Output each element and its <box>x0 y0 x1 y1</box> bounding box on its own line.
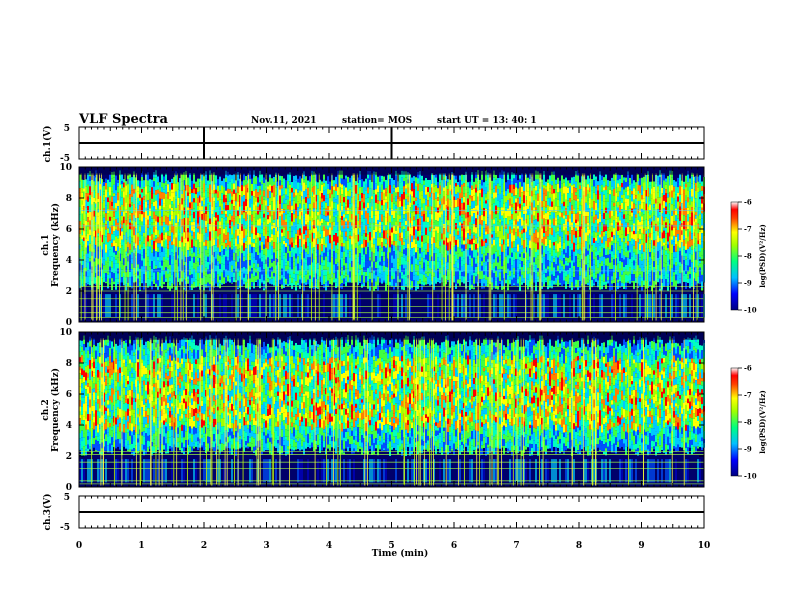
ch1-ytick-5: 10 <box>59 163 72 173</box>
ch1-ytick-3: 6 <box>66 225 72 235</box>
x-tick-label-7: 7 <box>513 541 519 551</box>
x-tick-label-10: 10 <box>698 541 711 551</box>
ch3-waveform-ylabel: ch.3(V) <box>42 494 53 531</box>
x-axis-label: Time (min) <box>372 548 429 559</box>
x-tick-label-0: 0 <box>76 541 82 551</box>
ch2-ytick-4: 8 <box>66 359 72 369</box>
x-tick-label-5: 5 <box>388 541 394 551</box>
ch2-spectrogram-panel: 0 2 4 6 8 10 ch.2 Frequency (kHz) <box>41 328 705 493</box>
ch1-waveform-ylabel: ch.1(V) <box>42 126 53 163</box>
ch1-waveform-panel: 5 -5 ch.1(V) <box>42 124 705 164</box>
ch1-ytick-bottom: -5 <box>60 154 70 164</box>
x-tick-label-4: 4 <box>326 541 332 551</box>
x-tick-label-3: 3 <box>263 541 269 551</box>
date-label: Nov.11, 2021 <box>251 116 317 126</box>
ch1-ytick-1: 2 <box>66 287 72 297</box>
ch1-cbtick-label-1: -7 <box>744 225 752 234</box>
ch1-cbtick-label-2: -8 <box>744 252 752 261</box>
station-label: station= MOS <box>342 116 412 126</box>
ch2-cbtick-label-0: -6 <box>744 364 752 373</box>
ch2-spectrogram-ylabel: ch.2 <box>41 399 51 420</box>
ch1-ytick-4: 8 <box>66 194 72 204</box>
ch1-cbtick-label-0: -6 <box>744 198 752 207</box>
ch2-ytick-0: 0 <box>66 483 72 493</box>
ch1-frequency-ylabel: Frequency (kHz) <box>50 203 61 287</box>
x-tick-label-6: 6 <box>451 541 457 551</box>
ch1-colorbar: -6 -7 -8 -9 -10 log(PSD)(V²/Hz) <box>730 198 767 315</box>
ch2-colorbar: -6 -7 -8 -9 -10 log(PSD)(V²/Hz) <box>730 364 767 481</box>
ch2-ytick-3: 6 <box>66 390 72 400</box>
ch2-cbtick-label-1: -7 <box>744 391 752 400</box>
ch1-ytick-2: 4 <box>66 256 72 266</box>
ch2-ytick-2: 4 <box>66 421 72 431</box>
ch3-waveform-panel: 5 -5 ch.3(V) <box>42 493 705 533</box>
ch2-cbtick-label-4: -10 <box>744 472 757 481</box>
figure-title: VLF Spectra <box>78 112 169 127</box>
ch1-cbtick-label-4: -10 <box>744 306 757 315</box>
ch2-colorbar-label: log(PSD)(V²/Hz) <box>758 390 767 454</box>
x-tick-label-1: 1 <box>138 541 144 551</box>
ch1-ytick-top: 5 <box>64 124 70 134</box>
x-tick-label-8: 8 <box>576 541 582 551</box>
x-tick-label-2: 2 <box>201 541 207 551</box>
ch2-frequency-ylabel: Frequency (kHz) <box>50 368 61 452</box>
ch2-ytick-5: 10 <box>59 328 72 338</box>
ch2-cbtick-label-3: -9 <box>744 445 752 454</box>
ch3-ytick-top: 5 <box>64 493 70 503</box>
start-time-label: start UT = 13: 40: 1 <box>437 116 537 126</box>
ch1-spectrogram-ylabel: ch.1 <box>41 234 51 255</box>
ch2-cbtick-label-2: -8 <box>744 418 752 427</box>
ch1-colorbar-label: log(PSD)(V²/Hz) <box>758 224 767 288</box>
ch1-spectrogram-panel: 0 2 4 6 8 10 ch.1 Frequency (kHz) <box>41 163 705 328</box>
ch1-ytick-0: 0 <box>66 318 72 328</box>
ch1-cbtick-label-3: -9 <box>744 279 752 288</box>
x-tick-label-9: 9 <box>638 541 644 551</box>
ch3-ytick-bottom: -5 <box>60 523 70 533</box>
ch2-ytick-1: 2 <box>66 452 72 462</box>
